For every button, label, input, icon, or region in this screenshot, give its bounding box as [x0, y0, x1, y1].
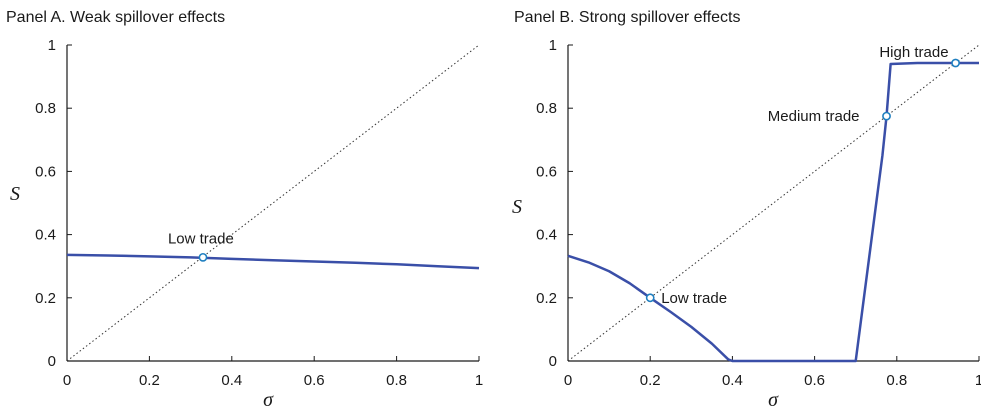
panel-b-annotation-label: High trade [879, 44, 948, 61]
panel-a-x-tick-label: 0.8 [386, 372, 407, 389]
panel-a-x-tick-label: 0.2 [139, 372, 160, 389]
panel-a-y-tick-label: 0.4 [35, 227, 56, 244]
panel-b-y-tick-label: 0.6 [536, 163, 557, 180]
panel-a-x-tick-label: 0.4 [221, 372, 242, 389]
panel-b-y-tick-label: 0.4 [536, 227, 557, 244]
panel-b-annotation-label: Low trade [661, 290, 727, 307]
panel-b-equilibrium-marker [645, 293, 655, 303]
panel-a-x-label: σ [263, 389, 274, 411]
panel-b-x-tick-label: 0.4 [722, 372, 743, 389]
panel-b-x-label: σ [768, 389, 779, 411]
panel-a-diagonal-line [66, 44, 480, 362]
panel-b-title: Panel B. Strong spillover effects [514, 9, 741, 26]
panel-a-title: Panel A. Weak spillover effects [6, 9, 225, 26]
panel-a-series-line [66, 253, 480, 270]
panel-b-x-tick-label: 0.2 [640, 372, 661, 389]
panel-a-x-tick-label: 0.6 [304, 372, 325, 389]
panel-b-x-tick-label: 0.6 [804, 372, 825, 389]
panel-a-y-tick-label: 0.8 [35, 100, 56, 117]
panel-b-y-tick-label: 1 [549, 37, 557, 54]
panel-a-y-tick-label: 0 [48, 353, 56, 370]
panel-a-y-tick-label: 0.2 [35, 290, 56, 307]
panel-b-y-tick-label: 0 [549, 353, 557, 370]
panel-a-x-tick-label: 1 [475, 372, 483, 389]
panel-b-x-tick-label: 0.8 [886, 372, 907, 389]
panel-a-y-label: S [10, 183, 20, 205]
panel-a-y-tick-label: 0.6 [35, 163, 56, 180]
panel-b-y-tick-label: 0.8 [536, 100, 557, 117]
panel-a-equilibrium-marker [198, 252, 208, 262]
panel-b-series-line [567, 61, 979, 363]
panel-b-y-label: S [512, 196, 522, 218]
panel-a-annotation-label: Low trade [168, 230, 234, 247]
panel-a-x-tick-label: 0 [63, 372, 71, 389]
panel-b-equilibrium-marker [882, 111, 891, 121]
panel-b-x-tick-label: 1 [975, 372, 981, 389]
panel-b-equilibrium-marker [951, 58, 960, 68]
panel-a: Panel A. Weak spillover effects S σ 0 0.2… [6, 9, 483, 411]
panel-a-y-tick-label: 1 [48, 37, 56, 54]
panel-b-diagonal-line [567, 44, 980, 362]
panel-b-y-tick-label: 0.2 [536, 290, 557, 307]
panel-b-annotation-label: Medium trade [768, 108, 860, 125]
panel-b-x-tick-label: 0 [564, 372, 572, 389]
